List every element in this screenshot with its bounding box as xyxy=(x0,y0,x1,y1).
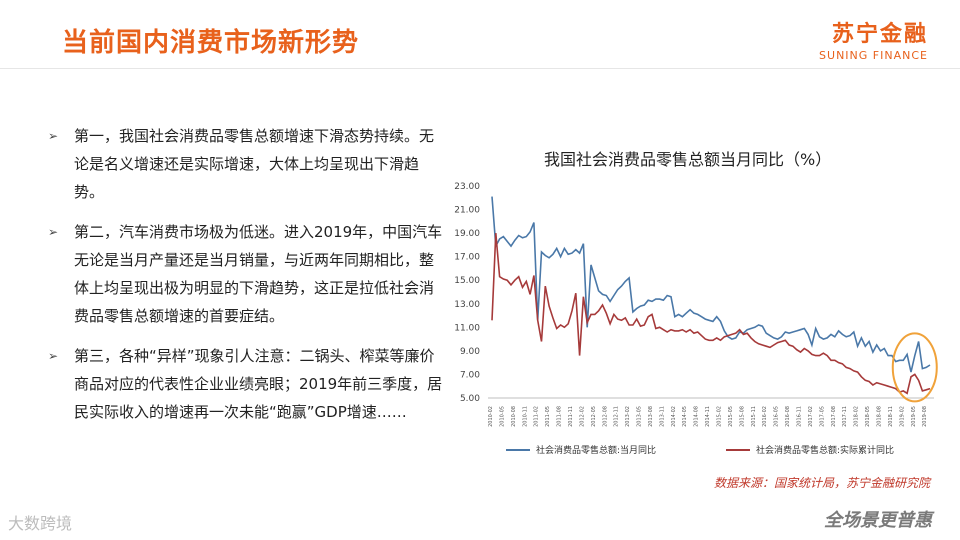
watermark-left: 大数跨境 xyxy=(8,514,73,533)
x-tick-label: 2017-02 xyxy=(808,406,814,427)
x-tick-label: 2014-02 xyxy=(671,406,677,427)
bullet-item: ➢ 第二，汽车消费市场极为低迷。进入2019年，中国汽车无论是当月产量还是当月销… xyxy=(48,218,448,330)
x-tick-label: 2014-11 xyxy=(705,406,711,427)
y-tick-label: 23.00 xyxy=(454,182,480,192)
y-tick-label: 17.00 xyxy=(454,253,480,263)
x-tick-label: 2012-08 xyxy=(602,406,608,427)
x-tick-label: 2016-05 xyxy=(774,406,780,427)
bullet-text: 第三，各种“异样”现象引人注意：二锅头、榨菜等廉价商品对应的代表性企业业绩亮眼；… xyxy=(74,347,443,421)
brand-logo-en: SUNING FINANCE xyxy=(819,49,928,62)
x-tick-label: 2013-02 xyxy=(625,406,631,427)
x-tick-label: 2011-05 xyxy=(545,406,551,427)
header: 当前国内消费市场新形势 苏宁金融 SUNING FINANCE xyxy=(0,0,960,70)
x-tick-label: 2013-11 xyxy=(659,406,665,427)
bullet-text: 第二，汽车消费市场极为低迷。进入2019年，中国汽车无论是当月产量还是当月销量，… xyxy=(74,223,443,325)
bullet-arrow-icon: ➢ xyxy=(48,349,59,363)
chart-title: 我国社会消费品零售总额当月同比（%） xyxy=(544,150,832,169)
bullet-arrow-icon: ➢ xyxy=(48,129,59,143)
x-tick-label: 2017-05 xyxy=(819,406,825,427)
line-chart: 23.00 21.00 19.00 17.00 15.00 13.00 11.00 9.00 7… xyxy=(454,182,938,456)
header-divider xyxy=(0,68,960,69)
x-tick-label: 2018-08 xyxy=(876,406,882,427)
y-tick-label: 5.00 xyxy=(460,394,480,404)
legend-label-2: 社会消费品零售总额:实际累计同比 xyxy=(756,444,894,456)
x-tick-label: 2010-05 xyxy=(499,406,505,427)
legend-label-1: 社会消费品零售总额:当月同比 xyxy=(536,444,656,456)
bullet-item: ➢ 第三，各种“异样”现象引人注意：二锅头、榨菜等廉价商品对应的代表性企业业绩亮… xyxy=(48,342,448,426)
x-tick-label: 2019-02 xyxy=(899,406,905,427)
bullet-list: ➢ 第一，我国社会消费品零售总额增速下滑态势持续。无论是名义增速还是实际增速，大… xyxy=(48,122,448,438)
x-tick-label: 2016-08 xyxy=(785,406,791,427)
x-tick-label: 2015-11 xyxy=(751,406,757,427)
x-tick-label: 2016-02 xyxy=(762,406,768,427)
x-tick-label: 2010-11 xyxy=(522,406,528,427)
x-tick-label: 2019-08 xyxy=(922,406,928,427)
x-tick-label: 2013-05 xyxy=(637,406,643,427)
x-tick-label: 2011-08 xyxy=(557,406,563,427)
brand-logo: 苏宁金融 SUNING FINANCE xyxy=(819,16,928,62)
x-tick-label: 2010-08 xyxy=(511,406,517,427)
y-tick-label: 13.00 xyxy=(454,300,480,310)
y-tick-label: 15.00 xyxy=(454,276,480,286)
x-tick-label: 2019-05 xyxy=(911,406,917,427)
x-tick-label: 2018-05 xyxy=(865,406,871,427)
x-tick-label: 2012-02 xyxy=(579,406,585,427)
x-tick-label: 2015-05 xyxy=(728,406,734,427)
x-tick-label: 2016-11 xyxy=(797,406,803,427)
x-tick-label: 2012-05 xyxy=(591,406,597,427)
y-tick-label: 21.00 xyxy=(454,206,480,216)
series-line-1 xyxy=(491,196,931,373)
bullet-text: 第一，我国社会消费品零售总额增速下滑态势持续。无论是名义增速还是实际增速，大体上… xyxy=(74,127,435,201)
y-tick-label: 9.00 xyxy=(460,347,480,357)
bullet-arrow-icon: ➢ xyxy=(48,225,59,239)
x-tick-label: 2014-05 xyxy=(682,406,688,427)
brand-logo-cn: 苏宁金融 xyxy=(831,22,928,47)
x-tick-label: 2018-02 xyxy=(854,406,860,427)
page-title: 当前国内消费市场新形势 xyxy=(62,28,360,58)
x-tick-label: 2014-08 xyxy=(694,406,700,427)
x-tick-label: 2012-11 xyxy=(614,406,620,427)
y-tick-label: 19.00 xyxy=(454,229,480,239)
x-tick-label: 2013-08 xyxy=(648,406,654,427)
x-tick-label: 2015-08 xyxy=(739,406,745,427)
watermark-right: 全场景更普惠 xyxy=(824,510,932,531)
x-tick-label: 2011-11 xyxy=(568,406,574,427)
highlight-ellipse xyxy=(891,332,938,403)
x-tick-label: 2017-08 xyxy=(831,406,837,427)
chart-container: 我国社会消费品零售总额当月同比（%） 23.00 21.00 19.00 17.00 1… xyxy=(440,140,950,500)
x-tick-label: 2018-11 xyxy=(888,406,894,427)
source-note: 数据来源：国家统计局，苏宁金融研究院 xyxy=(713,476,930,490)
x-tick-label: 2011-02 xyxy=(534,406,540,427)
x-tick-label: 2015-02 xyxy=(717,406,723,427)
series-line-2 xyxy=(491,233,931,395)
x-tick-label: 2017-11 xyxy=(842,406,848,427)
bullet-item: ➢ 第一，我国社会消费品零售总额增速下滑态势持续。无论是名义增速还是实际增速，大… xyxy=(48,122,448,206)
x-tick-label: 2010-02 xyxy=(488,406,494,427)
y-tick-label: 7.00 xyxy=(460,370,480,380)
y-tick-label: 11.00 xyxy=(454,323,480,333)
